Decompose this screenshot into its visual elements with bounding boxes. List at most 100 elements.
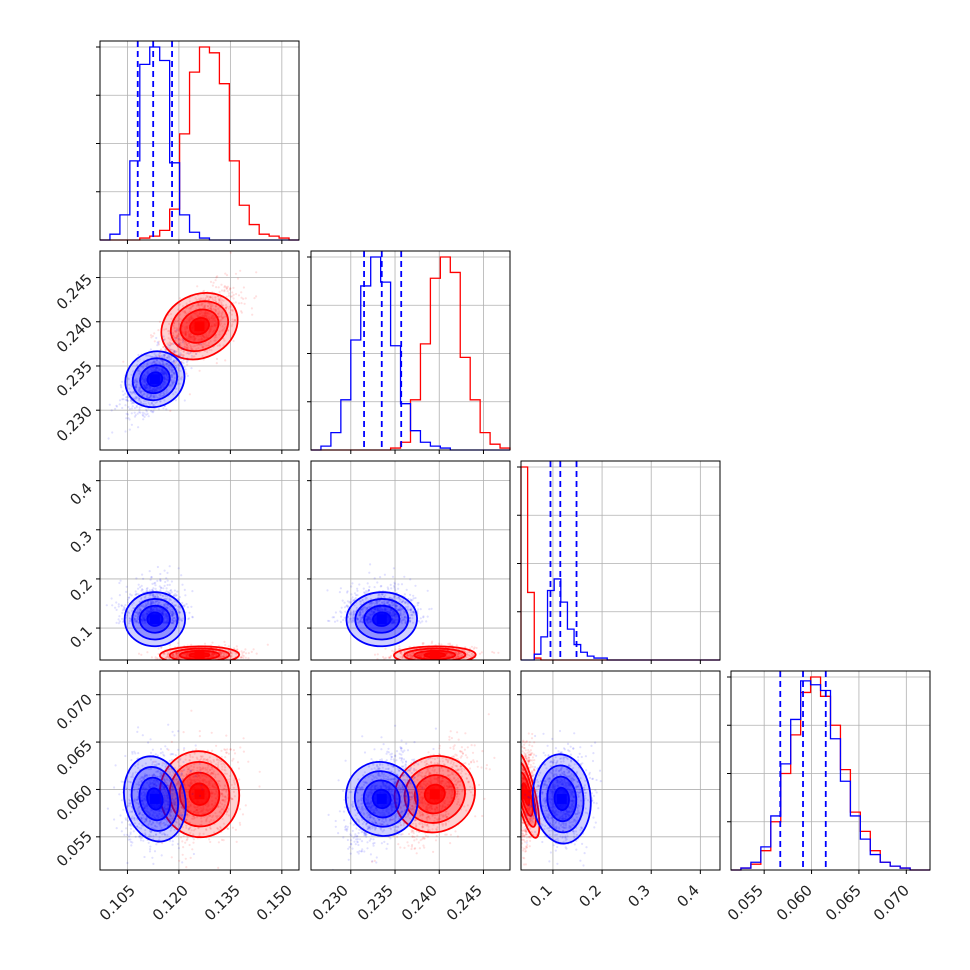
scatter-point [140,391,143,394]
scatter-point [201,302,204,305]
scatter-point [177,308,180,311]
scatter-point [218,663,220,665]
contour-line [158,645,241,660]
scatter-point [445,652,448,656]
scatter-point [208,312,211,315]
scatter-point [184,330,187,333]
scatter-point [471,666,473,668]
scatter-point [188,333,191,336]
scatter-point [171,382,174,385]
scatter-point [143,384,146,387]
scatter-point [458,651,461,655]
scatter-point [118,594,121,597]
scatter-point [198,660,200,662]
scatter-point [188,319,191,322]
scatter-point [235,292,238,296]
scatter-point [395,606,398,610]
scatter-point [141,620,144,623]
scatter-point [161,360,164,363]
scatter-point [149,609,153,612]
scatter-point [213,324,216,327]
scatter-point [170,621,173,624]
scatter-point [164,381,167,384]
scatter-point [207,315,210,319]
scatter-point [140,653,143,656]
scatter-point [382,595,385,598]
scatter-point [154,584,157,587]
scatter-point [173,661,175,663]
scatter-point [150,389,153,392]
scatter-point [164,614,167,618]
scatter-point [144,596,147,599]
scatter-point [111,431,114,434]
scatter-point [162,391,165,394]
scatter-point [158,352,161,355]
scatter-point [144,619,147,622]
scatter-point [201,339,204,342]
scatter-point [193,311,196,314]
scatter-point [150,356,153,359]
scatter-point [140,589,143,592]
scatter-point [214,324,217,328]
scatter-point [213,661,215,663]
scatter-point [191,335,194,338]
scatter-point [198,369,201,372]
scatter-point [184,653,187,656]
scatter-point [166,617,169,621]
scatter-point [163,612,166,616]
scatter-point [169,608,172,611]
scatter-point [157,601,160,605]
scatter-point [158,320,161,323]
scatter-panel [307,460,511,668]
contour-line [393,645,477,660]
scatter-point [172,622,175,625]
scatter-point [134,385,137,388]
scatter-point [244,652,248,655]
scatter-point [201,664,203,666]
scatter-point [181,355,185,358]
scatter-point [144,618,147,621]
scatter-point [209,662,211,664]
scatter-point [174,364,177,367]
scatter-point [142,619,145,622]
scatter-point [140,618,143,621]
scatter-point [149,603,152,606]
scatter-point [215,653,218,657]
scatter-point [158,386,161,389]
scatter-point [136,615,139,618]
scatter-point [168,322,171,325]
scatter-point [143,376,147,379]
scatter-point [188,300,191,303]
scatter-point [152,593,155,597]
scatter-point [149,362,152,365]
scatter-point [175,653,178,656]
scatter-point [181,341,184,344]
scatter-point [373,602,376,605]
scatter-point [156,367,159,370]
scatter-point [208,307,211,310]
scatter-point [450,653,453,656]
scatter-point [176,334,179,337]
scatter-point [173,594,176,598]
scatter-point [138,606,141,609]
scatter-point [159,589,162,592]
scatter-point [493,651,496,654]
scatter-point [186,654,189,657]
scatter-point [182,354,185,357]
scatter-point [150,576,153,579]
scatter-point [231,309,234,313]
scatter-point [168,366,171,369]
scatter-point [174,604,178,607]
scatter-point [196,302,200,305]
scatter-point [141,588,144,591]
scatter-point [181,601,184,605]
scatter-point [205,662,207,664]
scatter-point [135,383,138,386]
scatter-point [399,651,403,654]
scatter-point [137,368,140,371]
scatter-point [467,650,470,653]
scatter-point [215,654,218,657]
scatter-point [396,662,398,664]
scatter-point [183,326,186,329]
scatter-point [227,650,230,653]
